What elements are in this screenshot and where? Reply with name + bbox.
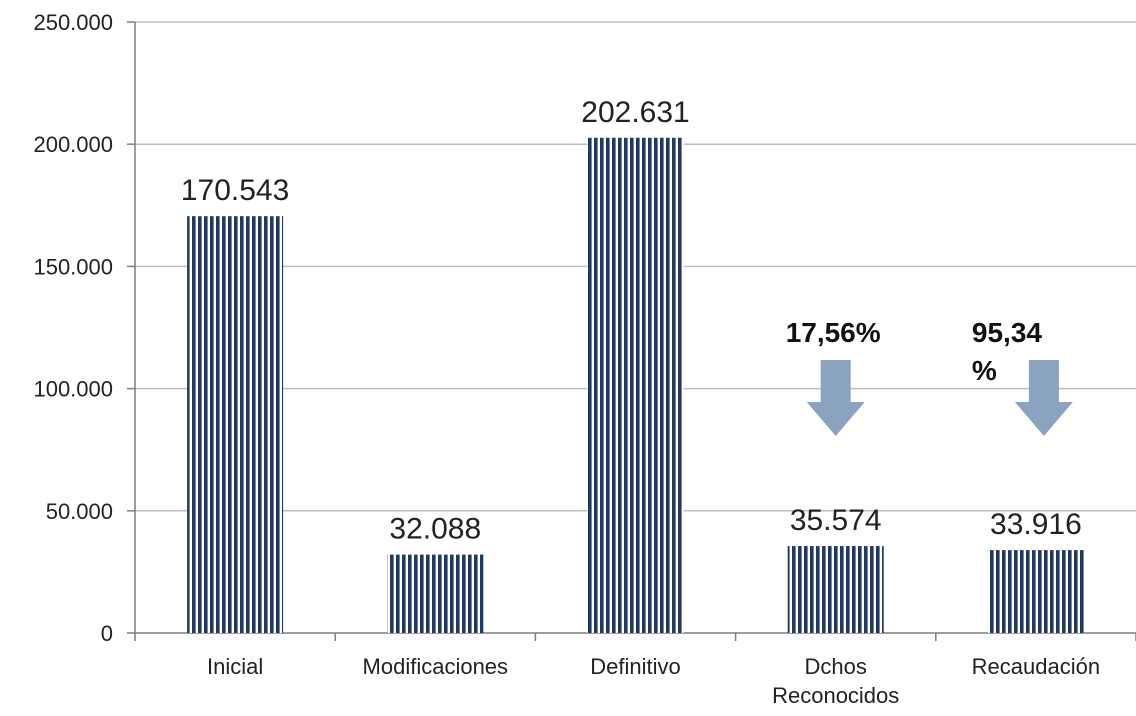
bars [187, 137, 1084, 633]
y-tick-label: 150.000 [33, 254, 113, 279]
x-tick-label: Modificaciones [363, 654, 509, 679]
bar [387, 554, 484, 633]
axes: 0 50.000 100.000 150.000 200.000 250.000 Inici… [33, 10, 1136, 708]
data-labels: 170.543 32.088 202.631 35.574 33.916 [181, 96, 1082, 546]
y-tick-label: 50.000 [46, 499, 113, 524]
x-tick-label: Definitivo [590, 654, 680, 679]
x-tick-label: Dchos Reconocidos [772, 654, 899, 708]
percentage-annotation: 95,34% [972, 317, 1042, 386]
bar [787, 546, 884, 633]
x-tick-label: Inicial [207, 654, 263, 679]
annotations: 17,56% 95,34% [786, 317, 1073, 436]
y-tick-label: 250.000 [33, 10, 113, 35]
data-label: 33.916 [990, 508, 1082, 541]
bar [987, 550, 1084, 633]
data-label: 170.543 [181, 174, 289, 207]
data-label: 202.631 [581, 96, 689, 129]
y-tick-label: 100.000 [33, 377, 113, 402]
y-tick-label: 0 [101, 621, 113, 646]
data-label: 35.574 [790, 504, 882, 537]
down-arrow-icon [1014, 360, 1073, 436]
percentage-annotation: 17,56% [786, 317, 881, 348]
bar [587, 137, 684, 633]
down-arrow-icon [806, 360, 865, 436]
x-tick-label: Recaudación [972, 654, 1100, 679]
data-label: 32.088 [389, 513, 481, 546]
bar [187, 216, 284, 633]
y-tick-label: 200.000 [33, 132, 113, 157]
